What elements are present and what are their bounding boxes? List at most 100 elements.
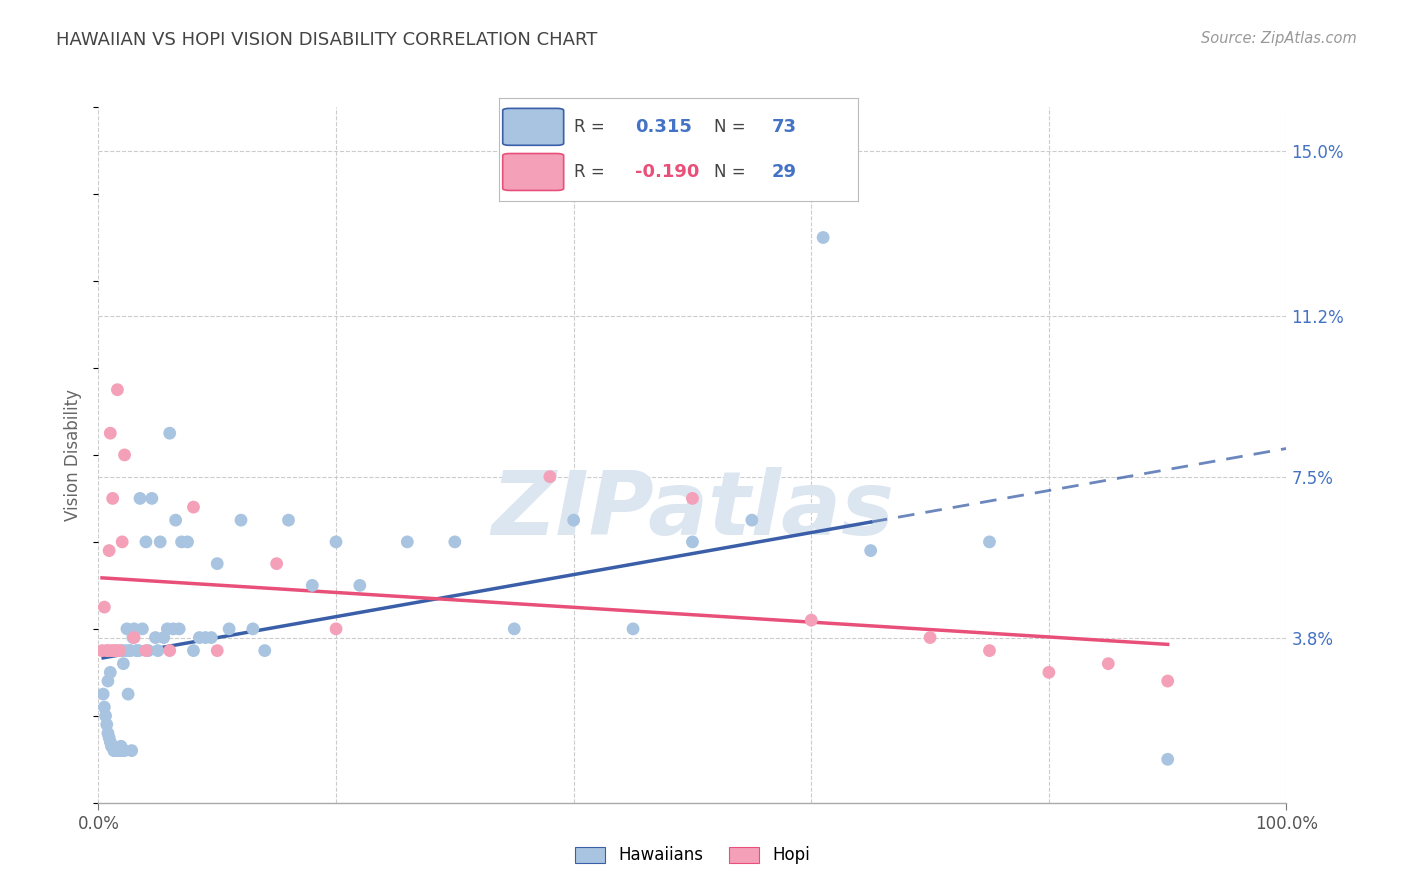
Point [111, 744, 134, 758]
Point [159, 643, 181, 657]
Point [188, 631, 211, 645]
Point [859, 543, 882, 558]
FancyBboxPatch shape [503, 109, 564, 145]
Point [141, 491, 163, 506]
Point [920, 631, 942, 645]
Point [800, 613, 823, 627]
Point [741, 513, 763, 527]
Point [114, 448, 136, 462]
Point [253, 643, 276, 657]
Point [207, 557, 229, 571]
Point [111, 643, 134, 657]
Point [396, 535, 419, 549]
Point [682, 491, 704, 506]
Text: R =: R = [575, 118, 610, 136]
Point [93, 700, 115, 714]
Text: ZIPatlas: ZIPatlas [491, 467, 894, 554]
Point [1038, 665, 1060, 680]
Point [122, 631, 145, 645]
Point [621, 622, 644, 636]
Point [120, 643, 142, 657]
FancyBboxPatch shape [503, 153, 564, 190]
Point [325, 622, 347, 636]
Point [242, 622, 264, 636]
Point [108, 744, 131, 758]
Point [1156, 752, 1178, 766]
Point [170, 535, 193, 549]
Text: R =: R = [575, 163, 610, 181]
Point [96, 717, 118, 731]
Point [301, 578, 323, 592]
Point [183, 500, 205, 514]
Point [149, 535, 172, 549]
Point [91, 687, 114, 701]
Point [218, 622, 240, 636]
Point [503, 622, 526, 636]
Point [349, 578, 371, 592]
Point [97, 643, 120, 657]
Point [200, 631, 222, 645]
Point [112, 657, 135, 671]
Point [115, 622, 138, 636]
Point [125, 643, 148, 657]
Point [183, 643, 205, 657]
Point [108, 643, 131, 657]
Point [277, 513, 299, 527]
Point [100, 643, 122, 657]
Point [114, 744, 136, 758]
Legend: Hawaiians, Hopi: Hawaiians, Hopi [568, 839, 817, 871]
Point [98, 731, 121, 745]
Text: HAWAIIAN VS HOPI VISION DISABILITY CORRELATION CHART: HAWAIIAN VS HOPI VISION DISABILITY CORRE… [56, 31, 598, 49]
Point [538, 469, 561, 483]
Point [104, 744, 127, 758]
Text: 29: 29 [772, 163, 797, 181]
Point [176, 535, 198, 549]
Text: -0.190: -0.190 [636, 163, 700, 181]
Point [266, 557, 288, 571]
Point [105, 643, 128, 657]
Point [100, 739, 122, 754]
Point [1097, 657, 1119, 671]
Point [159, 426, 181, 441]
Point [94, 708, 117, 723]
Point [136, 643, 159, 657]
Point [98, 543, 121, 558]
Point [146, 643, 169, 657]
Point [229, 513, 252, 527]
Point [979, 643, 1001, 657]
Point [145, 631, 167, 645]
Point [131, 622, 153, 636]
Point [811, 230, 834, 244]
Point [111, 535, 134, 549]
Point [107, 383, 129, 397]
Point [167, 622, 190, 636]
Text: N =: N = [714, 118, 751, 136]
Point [194, 631, 217, 645]
Point [122, 631, 145, 645]
Text: Source: ZipAtlas.com: Source: ZipAtlas.com [1201, 31, 1357, 46]
Point [97, 726, 120, 740]
Point [117, 687, 139, 701]
Point [98, 735, 121, 749]
Y-axis label: Vision Disability: Vision Disability [65, 389, 83, 521]
Point [562, 513, 585, 527]
Point [101, 739, 124, 754]
Point [156, 622, 179, 636]
Point [128, 643, 150, 657]
Point [122, 622, 145, 636]
Text: 73: 73 [772, 118, 797, 136]
Point [135, 535, 157, 549]
Point [121, 744, 143, 758]
Point [105, 643, 128, 657]
Point [96, 643, 118, 657]
Point [979, 535, 1001, 549]
Point [101, 491, 124, 506]
Point [152, 631, 174, 645]
Point [1156, 674, 1178, 689]
Point [97, 674, 120, 689]
Point [110, 739, 132, 754]
Point [98, 665, 121, 680]
Point [103, 643, 125, 657]
Point [93, 600, 115, 615]
Point [105, 744, 128, 758]
